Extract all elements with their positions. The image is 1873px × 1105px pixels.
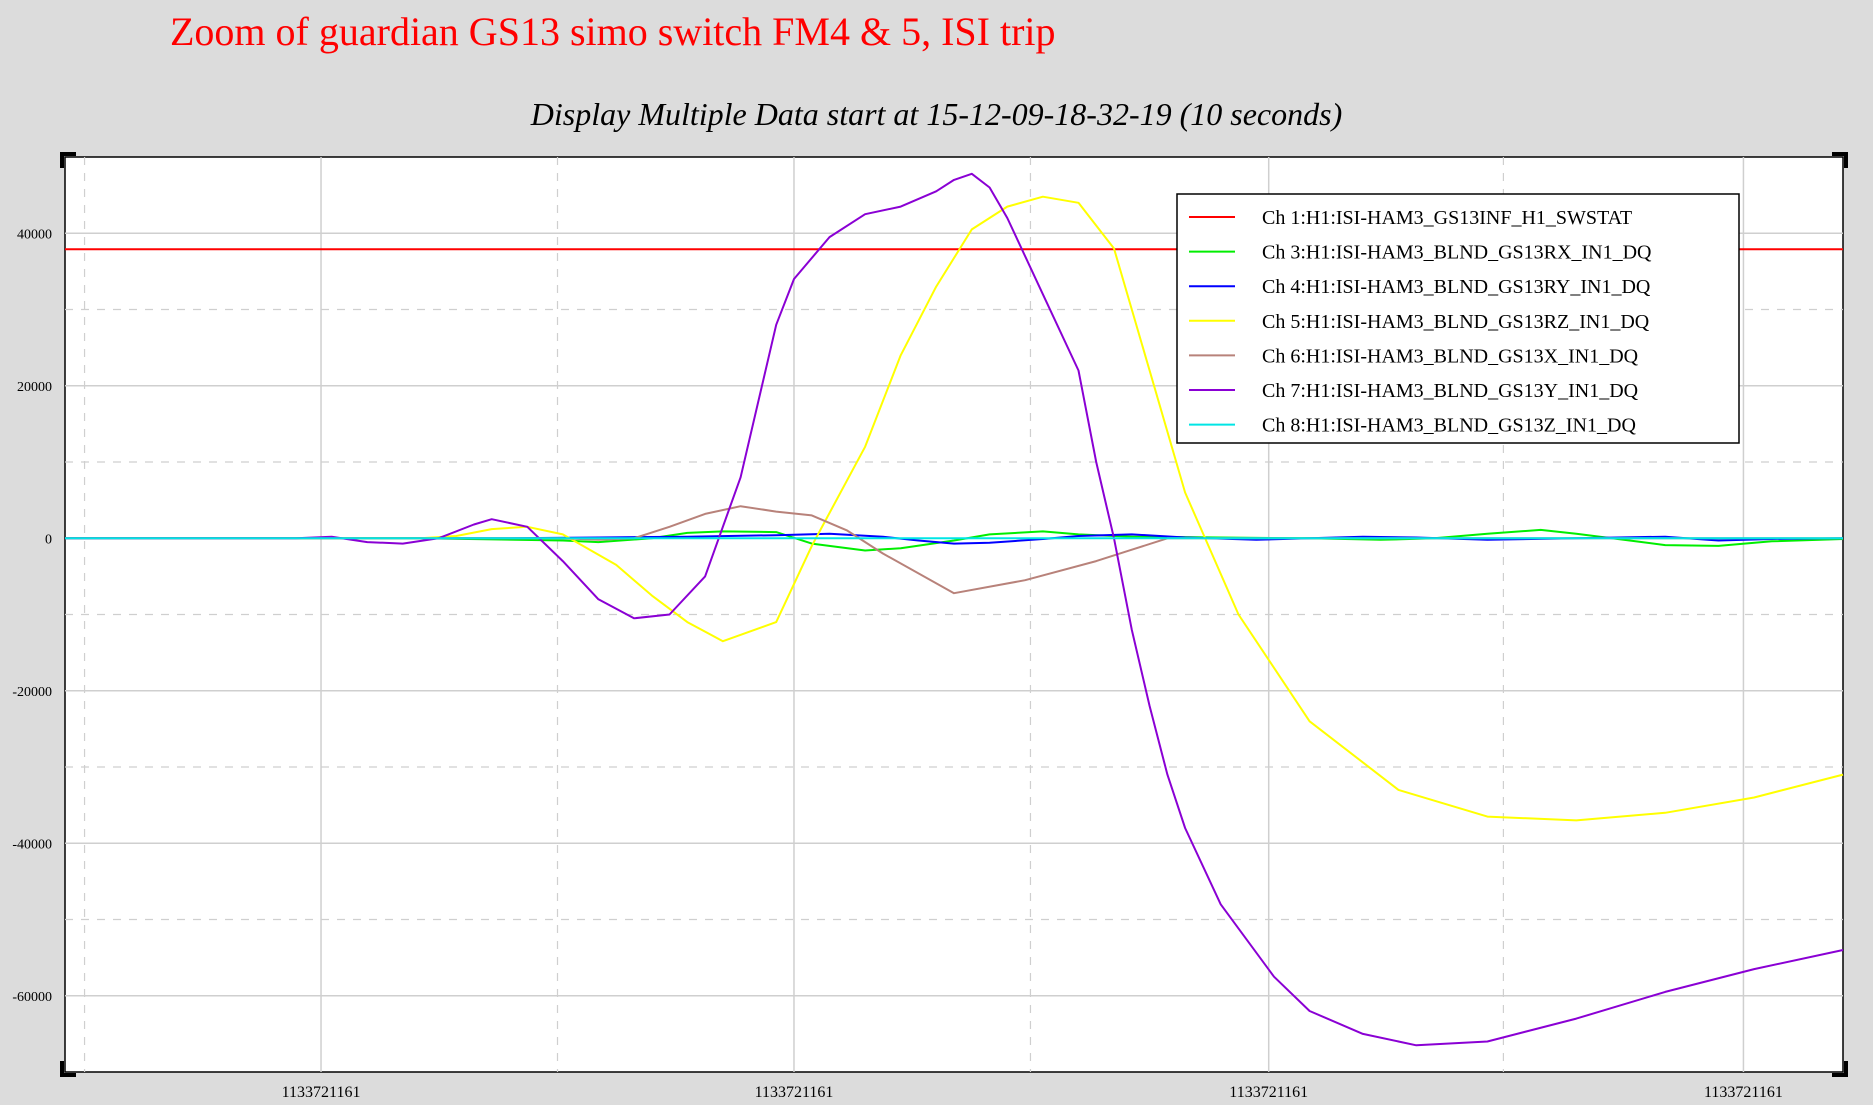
legend-box [1176, 193, 1740, 444]
legend-label: Ch 4:H1:ISI-HAM3_BLND_GS13RY_IN1_DQ [1262, 276, 1651, 298]
y-tick-label: 20000 [17, 380, 52, 395]
series-line-5 [65, 505, 1843, 595]
legend-label: Ch 6:H1:ISI-HAM3_BLND_GS13X_IN1_DQ [1262, 345, 1639, 367]
x-tick-label: 1133721161 [755, 1084, 834, 1101]
legend-label: Ch 7:H1:ISI-HAM3_BLND_GS13Y_IN1_DQ [1262, 380, 1639, 402]
y-axis-ticks: 40000 20000 0 -20000 -40000 -60000 [12, 227, 52, 1005]
x-tick-label: 1133721161 [1704, 1084, 1783, 1101]
y-tick-label: -40000 [12, 837, 52, 852]
legend: Ch 1:H1:ISI-HAM3_GS13INF_H1_SWSTAT Ch 3:H… [1176, 193, 1740, 444]
legend-label: Ch 1:H1:ISI-HAM3_GS13INF_H1_SWSTAT [1262, 207, 1632, 229]
y-tick-label: -60000 [12, 990, 52, 1005]
series-lines [65, 172, 1844, 1047]
annotation-title: Zoom of guardian GS13 simo switch FM4 & … [170, 9, 1056, 54]
x-axis-ticks: 1133721161 1133721161 1133721161 1133721161 [282, 1084, 1783, 1101]
series-line-4 [65, 195, 1844, 822]
legend-label: Ch 5:H1:ISI-HAM3_BLND_GS13RZ_IN1_DQ [1262, 311, 1650, 333]
legend-label: Ch 3:H1:ISI-HAM3_BLND_GS13RX_IN1_DQ [1262, 242, 1652, 264]
legend-label: Ch 8:H1:ISI-HAM3_BLND_GS13Z_IN1_DQ [1262, 415, 1636, 437]
corner-marks [60, 152, 1848, 1077]
x-tick-label: 1133721161 [1229, 1084, 1308, 1101]
y-tick-label: 0 [45, 532, 52, 547]
y-tick-label: -20000 [12, 685, 52, 700]
series-line-6 [65, 172, 1844, 1047]
plot-title: Display Multiple Data start at 15-12-09-… [530, 96, 1343, 132]
x-tick-label: 1133721161 [282, 1084, 361, 1101]
y-tick-label: 40000 [17, 227, 52, 242]
